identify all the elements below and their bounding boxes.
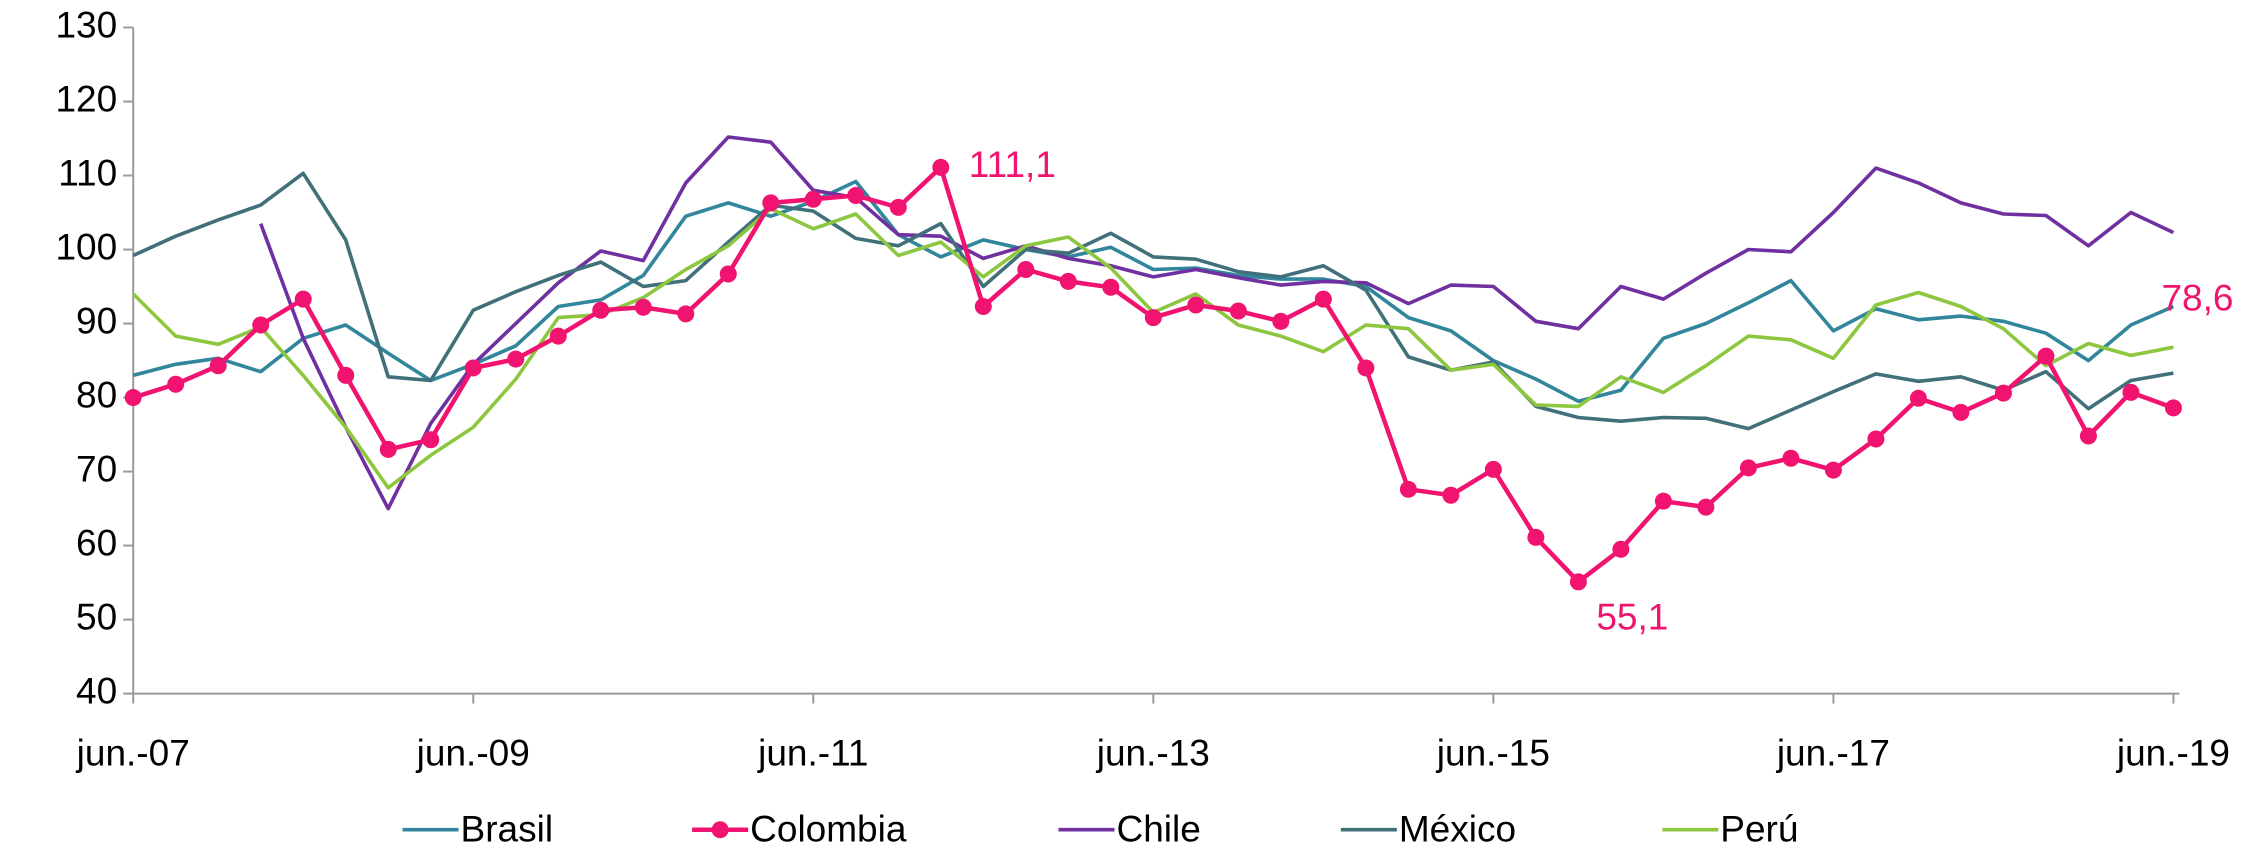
point-marker — [1782, 449, 1800, 467]
point-marker — [167, 375, 185, 393]
legend-label: Chile — [1116, 808, 1200, 848]
point-marker — [1187, 296, 1205, 314]
series-line — [132, 171, 2174, 431]
point-marker — [2079, 427, 2097, 445]
point-marker — [1399, 480, 1417, 498]
point-marker — [464, 359, 482, 377]
point-marker — [1017, 261, 1035, 279]
point-marker — [1484, 460, 1502, 478]
point-marker — [1739, 459, 1757, 477]
y-tick-label: 70 — [76, 448, 117, 489]
legend-label: Perú — [1720, 808, 1798, 848]
x-tick-label: jun.-07 — [76, 732, 190, 773]
data-label: 111,1 — [969, 144, 1056, 185]
point-marker — [1612, 540, 1630, 558]
point-marker — [1697, 498, 1715, 516]
x-tick-label: jun.-11 — [757, 732, 868, 773]
legend-marker — [711, 821, 729, 839]
point-marker — [422, 431, 440, 449]
point-marker — [337, 366, 355, 384]
legend-label: México — [1399, 808, 1516, 848]
point-marker — [209, 357, 227, 375]
point-marker — [1144, 309, 1162, 327]
y-tick-label: 100 — [55, 226, 117, 267]
series-line — [259, 135, 2175, 511]
point-marker — [2037, 347, 2055, 365]
x-tick-label: jun.-17 — [1776, 732, 1890, 773]
point-marker — [889, 198, 907, 216]
x-tick-label: jun.-13 — [1096, 732, 1210, 773]
point-marker — [124, 389, 142, 407]
point-marker — [1654, 492, 1672, 510]
point-marker — [762, 194, 780, 212]
point-marker — [1824, 461, 1842, 479]
point-marker — [1909, 389, 1927, 407]
point-marker — [932, 158, 950, 176]
point-marker — [1272, 312, 1290, 330]
point-marker — [719, 265, 737, 283]
series-line — [132, 165, 2175, 585]
point-marker — [592, 301, 610, 319]
point-marker — [847, 187, 865, 205]
point-marker — [1102, 278, 1120, 296]
point-marker — [252, 316, 270, 334]
point-marker — [974, 298, 992, 316]
y-tick-label: 40 — [76, 670, 117, 711]
point-marker — [2164, 399, 2182, 417]
point-marker — [1229, 302, 1247, 320]
y-tick-label: 120 — [55, 78, 117, 119]
point-marker — [1442, 486, 1460, 504]
data-label: 55,1 — [1596, 597, 1668, 638]
point-marker — [1952, 403, 1970, 421]
y-tick-label: 90 — [76, 300, 117, 341]
y-tick-label: 60 — [76, 522, 117, 563]
point-marker — [804, 190, 822, 208]
point-marker — [379, 440, 397, 458]
point-marker — [634, 298, 652, 316]
point-marker — [294, 290, 312, 308]
point-marker — [507, 350, 525, 368]
point-marker — [1867, 430, 1885, 448]
point-marker — [1059, 272, 1077, 290]
y-tick-label: 110 — [58, 152, 117, 193]
y-tick-label: 130 — [55, 4, 117, 45]
data-label: 78,6 — [2161, 278, 2233, 319]
x-tick-label: jun.-15 — [1436, 732, 1550, 773]
x-tick-label: jun.-19 — [2116, 732, 2230, 773]
y-tick-label: 50 — [76, 596, 117, 637]
point-marker — [549, 327, 567, 345]
point-marker — [677, 305, 695, 323]
point-marker — [1314, 290, 1332, 308]
legend-label: Brasil — [461, 808, 554, 848]
legend-label: Colombia — [750, 808, 907, 848]
point-marker — [1569, 573, 1587, 591]
point-marker — [2122, 383, 2140, 401]
y-tick-label: 80 — [76, 374, 117, 415]
point-marker — [1357, 359, 1375, 377]
point-marker — [1994, 384, 2012, 402]
point-marker — [1527, 528, 1545, 546]
x-tick-label: jun.-09 — [416, 732, 530, 773]
